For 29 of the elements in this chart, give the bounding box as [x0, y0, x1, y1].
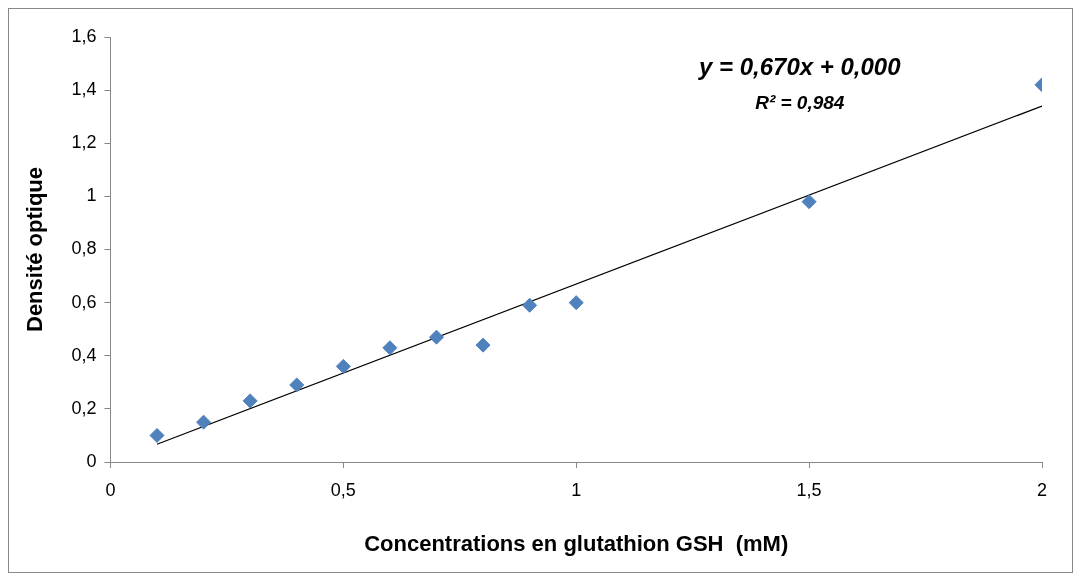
- annotation: R² = 0,984: [755, 92, 845, 113]
- point: [382, 340, 398, 356]
- point: [289, 377, 305, 393]
- x-tick-label: 0: [105, 479, 116, 500]
- y-tick-label: 0,8: [71, 238, 97, 259]
- y-axis-title: Densité optique: [22, 166, 48, 333]
- y-tick-label: 0,6: [71, 291, 97, 312]
- point: [196, 414, 212, 430]
- y-tick-label: 1,4: [71, 79, 97, 100]
- annotation: y = 0,670x + 0,000: [698, 53, 902, 80]
- x-axis-title: Concentrations en glutathion GSH (mM): [364, 530, 789, 556]
- x-tick-label: 0,5: [330, 479, 356, 500]
- y-tick-label: 1: [86, 185, 97, 206]
- point: [475, 337, 491, 353]
- y-tick-label: 1,2: [71, 132, 97, 153]
- point: [522, 297, 538, 313]
- point: [801, 194, 817, 210]
- point: [335, 358, 351, 374]
- y-tick-label: 0: [86, 450, 97, 471]
- point: [242, 393, 258, 409]
- y-tick-label: 0,4: [71, 344, 97, 365]
- y-tick-label: 0,2: [71, 397, 97, 418]
- point: [568, 295, 584, 311]
- point: [149, 427, 165, 443]
- y-tick-label: 1,6: [71, 25, 97, 46]
- x-tick-label: 2: [1036, 479, 1048, 500]
- point: [428, 329, 444, 345]
- x-tick-label: 1,5: [796, 479, 822, 500]
- x-tick-label: 1: [571, 479, 582, 500]
